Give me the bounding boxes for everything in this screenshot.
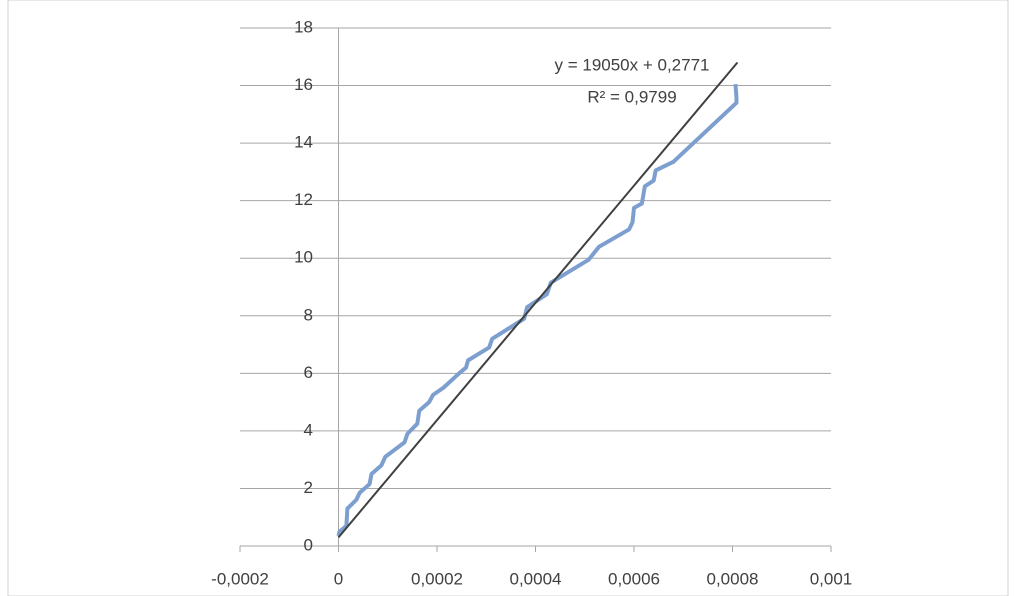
y-tick-label: 6 [304, 363, 313, 382]
x-tick-label: 0,001 [810, 569, 853, 588]
x-tick-label: -0,0002 [211, 569, 269, 588]
x-tick-label: 0,0004 [510, 569, 562, 588]
chart-border [7, 0, 1009, 596]
data-line [336, 83, 739, 537]
x-tick-label: 0,0008 [707, 569, 759, 588]
trendline-r-squared: R² = 0,9799 [587, 87, 676, 106]
x-tick-label: 0,0006 [608, 569, 660, 588]
y-tick-label: 0 [304, 535, 313, 554]
y-tick-label: 4 [304, 420, 313, 439]
y-tick-label: 2 [304, 478, 313, 497]
y-tick-label: 16 [294, 75, 313, 94]
y-tick-label: 10 [294, 248, 313, 267]
y-tick-label: 14 [294, 133, 313, 152]
y-tick-label: 18 [294, 17, 313, 36]
y-tick-label: 12 [294, 190, 313, 209]
y-tick-label: 8 [304, 305, 313, 324]
x-tick-label: 0,0002 [411, 569, 463, 588]
x-tick-label: 0 [334, 569, 343, 588]
trendline [337, 61, 739, 539]
trendline-equation: y = 19050x + 0,2771 [554, 55, 709, 74]
